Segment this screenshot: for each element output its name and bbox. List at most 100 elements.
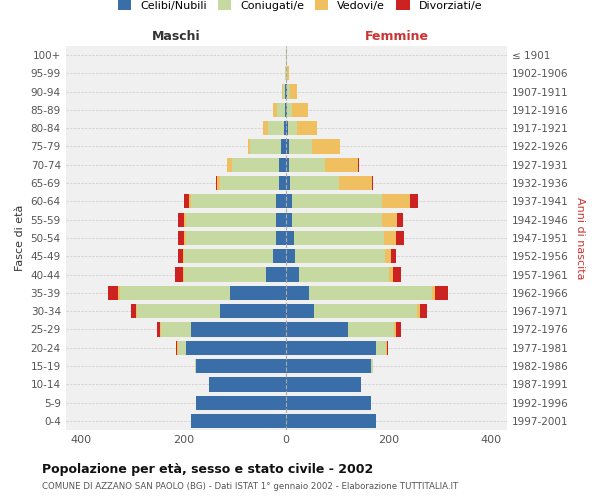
Bar bbox=[227, 158, 232, 172]
Bar bbox=[184, 194, 189, 208]
Bar bbox=[178, 249, 182, 264]
Bar bbox=[393, 268, 401, 281]
Bar bbox=[160, 322, 161, 336]
Bar bbox=[312, 140, 340, 153]
Legend: Celibi/Nubili, Coniugati/e, Vedovi/e, Divorziati/e: Celibi/Nubili, Coniugati/e, Vedovi/e, Di… bbox=[113, 0, 487, 15]
Bar bbox=[435, 286, 448, 300]
Bar bbox=[286, 340, 376, 355]
Bar bbox=[382, 194, 410, 208]
Bar bbox=[371, 359, 373, 373]
Bar bbox=[397, 212, 403, 227]
Bar bbox=[287, 102, 292, 117]
Bar bbox=[285, 102, 286, 117]
Bar bbox=[286, 304, 314, 318]
Bar bbox=[277, 102, 285, 117]
Bar bbox=[278, 176, 286, 190]
Bar bbox=[295, 249, 385, 264]
Bar bbox=[263, 121, 268, 136]
Text: Maschi: Maschi bbox=[152, 30, 200, 43]
Bar bbox=[286, 286, 309, 300]
Bar bbox=[268, 121, 284, 136]
Bar bbox=[289, 140, 312, 153]
Bar bbox=[196, 359, 286, 373]
Bar bbox=[137, 304, 220, 318]
Bar bbox=[292, 194, 382, 208]
Bar bbox=[248, 140, 250, 153]
Bar bbox=[274, 249, 286, 264]
Bar bbox=[286, 396, 371, 410]
Bar bbox=[178, 340, 186, 355]
Bar bbox=[157, 322, 160, 336]
Bar bbox=[286, 414, 376, 428]
Bar bbox=[276, 194, 286, 208]
Y-axis label: Anni di nascita: Anni di nascita bbox=[575, 196, 585, 279]
Bar bbox=[250, 140, 281, 153]
Bar bbox=[283, 84, 285, 98]
Bar bbox=[290, 176, 339, 190]
Text: Popolazione per età, sesso e stato civile - 2002: Popolazione per età, sesso e stato civil… bbox=[42, 462, 373, 475]
Bar bbox=[230, 286, 286, 300]
Bar bbox=[410, 194, 418, 208]
Bar bbox=[339, 176, 373, 190]
Bar bbox=[286, 158, 289, 172]
Bar bbox=[286, 231, 294, 245]
Bar bbox=[383, 231, 397, 245]
Bar bbox=[182, 249, 184, 264]
Bar bbox=[184, 268, 266, 281]
Bar bbox=[286, 377, 361, 392]
Bar bbox=[299, 268, 389, 281]
Bar bbox=[119, 286, 230, 300]
Bar bbox=[419, 304, 427, 318]
Bar bbox=[184, 231, 186, 245]
Text: Femmine: Femmine bbox=[364, 30, 428, 43]
Bar bbox=[286, 359, 371, 373]
Bar bbox=[191, 194, 276, 208]
Bar bbox=[382, 212, 397, 227]
Bar bbox=[386, 340, 387, 355]
Bar bbox=[358, 158, 359, 172]
Bar bbox=[376, 340, 386, 355]
Bar bbox=[285, 84, 286, 98]
Bar bbox=[285, 66, 286, 80]
Text: COMUNE DI AZZANO SAN PAOLO (BG) - Dati ISTAT 1° gennaio 2002 - Elaborazione TUTT: COMUNE DI AZZANO SAN PAOLO (BG) - Dati I… bbox=[42, 482, 458, 491]
Bar bbox=[191, 414, 286, 428]
Bar bbox=[286, 102, 287, 117]
Bar bbox=[286, 140, 289, 153]
Bar bbox=[433, 286, 435, 300]
Bar bbox=[286, 268, 299, 281]
Bar bbox=[385, 249, 391, 264]
Bar bbox=[286, 249, 295, 264]
Bar bbox=[417, 304, 419, 318]
Bar bbox=[287, 84, 290, 98]
Bar bbox=[178, 212, 184, 227]
Bar bbox=[286, 66, 287, 80]
Bar bbox=[391, 249, 397, 264]
Bar bbox=[284, 121, 286, 136]
Bar bbox=[281, 140, 286, 153]
Bar bbox=[274, 102, 277, 117]
Bar bbox=[131, 304, 136, 318]
Bar bbox=[314, 304, 417, 318]
Bar bbox=[387, 340, 388, 355]
Bar bbox=[286, 322, 348, 336]
Bar bbox=[286, 121, 288, 136]
Bar bbox=[220, 304, 286, 318]
Bar bbox=[278, 158, 286, 172]
Bar bbox=[397, 231, 404, 245]
Bar bbox=[216, 176, 217, 190]
Bar bbox=[196, 396, 286, 410]
Bar bbox=[184, 212, 186, 227]
Bar bbox=[108, 286, 118, 300]
Bar bbox=[394, 322, 397, 336]
Bar bbox=[309, 286, 433, 300]
Bar bbox=[290, 84, 298, 98]
Bar bbox=[209, 377, 286, 392]
Bar bbox=[286, 194, 292, 208]
Y-axis label: Fasce di età: Fasce di età bbox=[15, 205, 25, 271]
Bar bbox=[175, 268, 182, 281]
Bar bbox=[191, 322, 286, 336]
Bar bbox=[189, 194, 191, 208]
Bar bbox=[232, 158, 278, 172]
Bar bbox=[118, 286, 119, 300]
Bar bbox=[161, 322, 191, 336]
